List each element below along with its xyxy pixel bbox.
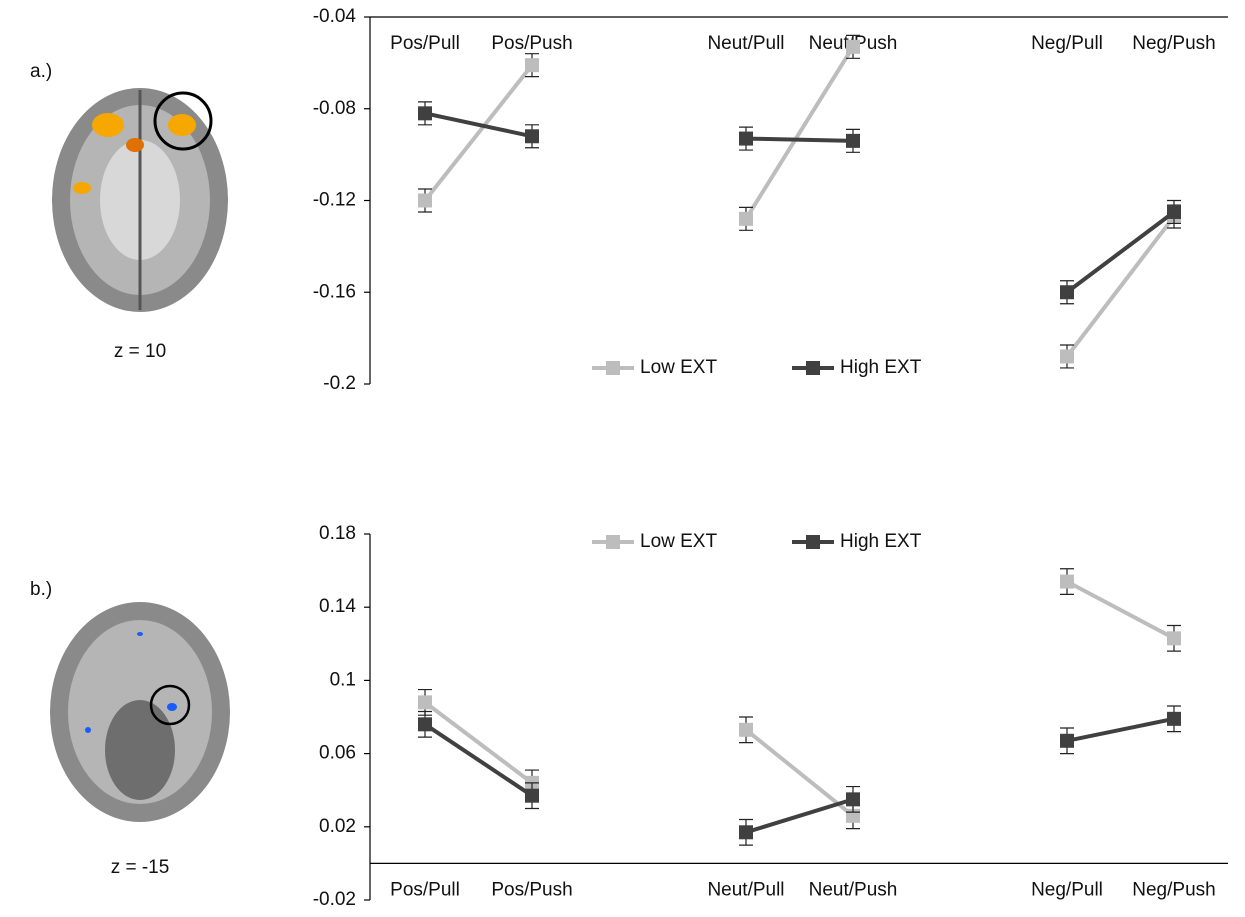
slice-label: z = 10: [114, 341, 166, 362]
panel-label: b.): [30, 579, 52, 600]
point-marker: [525, 789, 539, 803]
point-marker: [1060, 734, 1074, 748]
y-tick-label: -0.08: [313, 98, 356, 119]
legend-marker: [806, 535, 820, 549]
series-line: [425, 702, 532, 783]
point-marker: [739, 723, 753, 737]
series-line: [746, 799, 853, 832]
point-marker: [846, 792, 860, 806]
x-tick-label: Neg/Push: [1132, 879, 1215, 900]
x-tick-label: Neg/Pull: [1031, 33, 1103, 54]
series-line: [1067, 212, 1174, 292]
panel-label: a.): [30, 61, 52, 82]
y-tick-label: 0.06: [319, 743, 356, 764]
y-tick-label: -0.12: [313, 190, 356, 211]
point-marker: [525, 129, 539, 143]
point-marker: [739, 132, 753, 146]
x-tick-label: Neut/Pull: [707, 879, 784, 900]
y-tick-label: 0.02: [319, 816, 356, 837]
x-tick-label: Neg/Push: [1132, 33, 1215, 54]
point-marker: [846, 40, 860, 54]
y-tick-label: 0.14: [319, 596, 356, 617]
x-tick-label: Neut/Pull: [707, 33, 784, 54]
legend-marker: [606, 535, 620, 549]
series-line: [746, 47, 853, 219]
x-tick-label: Neut/Push: [809, 879, 898, 900]
legend-label: Low EXT: [640, 531, 717, 552]
point-marker: [525, 58, 539, 72]
legend-label: Low EXT: [640, 357, 717, 378]
legend-marker: [806, 361, 820, 375]
series-line: [1067, 217, 1174, 357]
x-tick-label: Pos/Pull: [390, 879, 460, 900]
point-marker: [418, 695, 432, 709]
x-tick-label: Pos/Pull: [390, 33, 460, 54]
x-tick-label: Pos/Push: [491, 879, 572, 900]
y-tick-label: -0.04: [313, 6, 357, 27]
y-tick-label: 0.18: [319, 523, 356, 544]
y-tick-label: -0.2: [323, 373, 356, 394]
legend-label: High EXT: [840, 357, 922, 378]
brain-image-a: [52, 88, 228, 312]
point-marker: [1060, 285, 1074, 299]
x-tick-label: Neg/Pull: [1031, 879, 1103, 900]
series-line: [746, 139, 853, 141]
point-marker: [418, 717, 432, 731]
x-tick-label: Pos/Push: [491, 33, 572, 54]
point-marker: [739, 825, 753, 839]
point-marker: [739, 212, 753, 226]
brain-image-b: [50, 602, 230, 822]
point-marker: [846, 134, 860, 148]
figure: a.) z = 10 b.) z = -15 -0.2 -0.16 -0.12 -0.…: [0, 0, 1245, 917]
point-marker: [1167, 631, 1181, 645]
point-marker: [418, 106, 432, 120]
y-tick-label: -0.02: [313, 889, 356, 910]
slice-label: z = -15: [111, 857, 170, 878]
point-marker: [1167, 205, 1181, 219]
series-line: [1067, 719, 1174, 741]
y-tick-label: -0.16: [313, 281, 356, 302]
series-line: [1067, 582, 1174, 639]
point-marker: [418, 194, 432, 208]
legend-label: High EXT: [840, 531, 922, 552]
point-marker: [1060, 349, 1074, 363]
point-marker: [1167, 712, 1181, 726]
series-line: [425, 724, 532, 795]
legend-marker: [606, 361, 620, 375]
point-marker: [1060, 575, 1074, 589]
y-tick-label: 0.1: [330, 669, 356, 690]
